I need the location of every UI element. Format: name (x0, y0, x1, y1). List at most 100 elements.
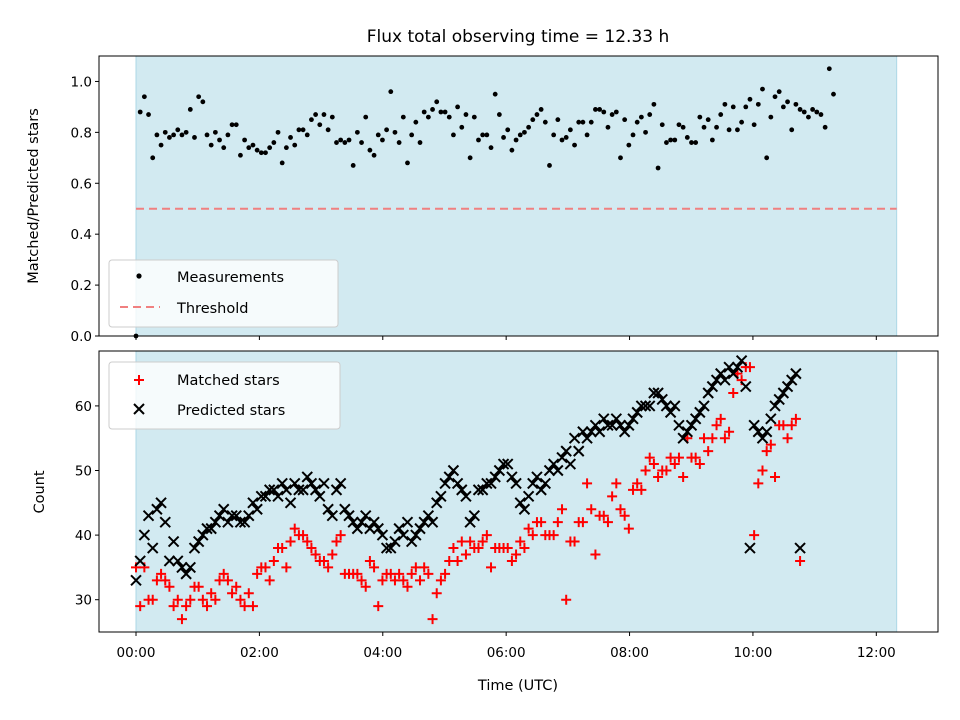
measurement-point (509, 147, 515, 153)
measurement-point (776, 89, 782, 95)
measurement-point (413, 119, 419, 125)
bottom-y-ticks: 30 40 50 60 (75, 399, 99, 609)
matched-star-point (327, 549, 338, 560)
measurement-point (551, 132, 557, 138)
measurement-point (593, 107, 598, 112)
matched-star-point (360, 581, 371, 592)
measurement-point (238, 152, 243, 158)
measurement-point (789, 127, 795, 133)
measurement-point (384, 127, 389, 133)
predicted-star-point (573, 445, 585, 457)
measurement-point (375, 132, 381, 138)
matched-star-point (607, 491, 618, 502)
predicted-star-point (393, 522, 405, 535)
matched-star-point (243, 588, 254, 599)
measurement-point (342, 140, 348, 145)
measurement-point (242, 137, 248, 143)
measurement-point (187, 107, 193, 112)
matched-star-point (151, 575, 162, 586)
measurement-point (588, 119, 594, 125)
predicted-star-point (794, 542, 806, 554)
matched-star-point (218, 568, 229, 579)
measurement-point (484, 132, 490, 138)
matched-star-point (707, 433, 718, 444)
measurement-point (613, 109, 619, 115)
predicted-star-point (631, 406, 643, 419)
predicted-star-point (698, 400, 710, 412)
matched-star-point (460, 549, 471, 560)
measurement-point (768, 114, 774, 120)
measurement-point (409, 132, 415, 138)
matched-star-point (552, 517, 563, 528)
predicted-star-point (268, 484, 280, 496)
predicted-star-point (677, 432, 689, 444)
predicted-star-point (188, 542, 201, 554)
measurement-point (304, 132, 310, 138)
measurement-point (221, 145, 227, 151)
predicted-star-point (280, 484, 293, 496)
matched-star-point (623, 523, 634, 534)
bottom-x-tick-label: 04:00 (363, 645, 402, 661)
measurement-point (684, 135, 690, 140)
matched-star-point (527, 530, 538, 541)
matched-star-point (715, 413, 726, 424)
top-y-tick-label: 1.0 (71, 74, 92, 90)
measurement-point (476, 137, 481, 143)
predicted-star-point (205, 522, 217, 535)
matched-star-point (302, 536, 313, 547)
matched-star-point (385, 568, 396, 579)
predicted-star-point (343, 510, 355, 522)
measurement-point (271, 140, 277, 145)
predicted-star-point (234, 516, 247, 528)
matched-star-point (515, 536, 526, 547)
measurement-point (701, 124, 707, 130)
matched-star-point (456, 536, 467, 547)
matched-star-point (227, 588, 238, 599)
predicted-star-point (130, 574, 142, 587)
matched-star-point (147, 594, 158, 605)
matched-star-point (665, 452, 676, 463)
measurement-point (459, 124, 465, 130)
measurement-point (309, 117, 314, 123)
matched-star-point (210, 594, 221, 605)
matched-star-point (465, 536, 476, 547)
measurement-point (693, 140, 699, 145)
matched-star-point (310, 549, 321, 560)
predicted-star-point (431, 497, 443, 509)
predicted-star-point (243, 510, 255, 522)
predicted-star-point (710, 374, 723, 386)
measurement-point (496, 112, 502, 117)
measurement-point (263, 150, 268, 156)
predicted-star-point (192, 535, 205, 548)
predicted-star-point (305, 477, 318, 490)
matched-star-point (231, 581, 242, 592)
matched-star-point (252, 568, 263, 579)
matched-star-point (602, 517, 613, 528)
measurement-point (747, 96, 753, 102)
measurement-point (601, 109, 607, 115)
star-count-panel: 30 40 50 60 00:00 02:00 04:00 06:00 08:00 10:00 1… (32, 350, 939, 694)
predicted-star-point (748, 419, 760, 431)
measurement-point (183, 129, 189, 135)
measurement-point (605, 124, 611, 130)
predicted-star-point (560, 445, 572, 457)
predicted-star-point (259, 490, 272, 503)
measurement-point (225, 132, 231, 138)
predicted-star-point (289, 477, 301, 490)
measurement-point (208, 142, 214, 148)
measurement-point (363, 114, 369, 120)
predicted-star-point (451, 477, 464, 490)
legend-measurements-label: Measurements (177, 270, 284, 286)
matched-star-point (744, 362, 755, 373)
measurement-point (317, 122, 323, 128)
matched-star-point (419, 562, 430, 573)
predicted-star-point (401, 516, 414, 528)
predicted-star-point (155, 497, 167, 509)
matched-star-point (519, 543, 530, 554)
measurement-point (751, 122, 757, 128)
measurement-point (672, 137, 678, 143)
measurement-point (705, 117, 711, 123)
matched-star-point (168, 601, 179, 612)
predicted-star-point (681, 426, 694, 438)
measurement-point (818, 112, 824, 117)
